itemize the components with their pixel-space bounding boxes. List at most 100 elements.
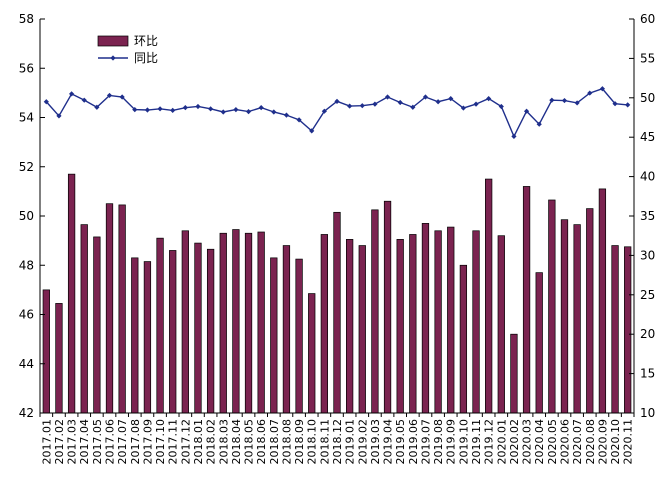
bar: [194, 242, 202, 414]
x-tick-label: 2018.12: [331, 419, 344, 465]
line-point: [397, 99, 403, 106]
x-tick-label: 2017.01: [40, 419, 53, 465]
x-tick-label: 2017.11: [167, 419, 180, 465]
right-tick-label: 40: [640, 170, 655, 184]
bar: [42, 289, 50, 414]
bar: [472, 230, 480, 414]
bar: [548, 199, 556, 414]
right-tick-label: 60: [640, 12, 655, 26]
bar: [560, 219, 569, 414]
line-point: [372, 101, 378, 107]
line-point: [157, 106, 163, 112]
right-tick-label: 35: [640, 209, 655, 223]
line-point: [283, 112, 290, 118]
line-point: [587, 90, 593, 96]
line-point: [574, 100, 580, 106]
right-tick-label: 20: [640, 327, 655, 341]
x-tick-label: 2018.05: [243, 419, 256, 465]
bar: [396, 239, 404, 414]
line-point: [132, 107, 138, 113]
line-point: [208, 106, 214, 112]
x-tick-label: 2019.08: [432, 419, 445, 465]
x-tick-label: 2018.02: [205, 419, 218, 465]
bar: [80, 224, 88, 414]
bar: [295, 258, 303, 414]
bar: [459, 264, 468, 414]
x-tick-label: 2018.07: [268, 419, 281, 465]
bar: [244, 232, 253, 414]
line-point: [144, 107, 151, 113]
x-tick-label: 2017.04: [78, 419, 91, 465]
line-point: [309, 128, 315, 134]
bar: [320, 234, 328, 414]
bar: [105, 203, 114, 414]
left-tick-label: 44: [19, 357, 34, 371]
x-tick-label: 2020.11: [622, 419, 635, 465]
bar: [257, 231, 265, 414]
line-point: [296, 117, 302, 123]
line-point: [523, 108, 530, 114]
x-tick-label: 2020.02: [508, 419, 521, 465]
line-point: [347, 103, 353, 109]
line-series: [43, 86, 631, 140]
line-point: [182, 105, 188, 111]
right-tick-label: 30: [640, 248, 655, 262]
line-point: [536, 121, 542, 127]
line-point: [612, 101, 618, 107]
x-tick-label: 2019.04: [382, 419, 395, 465]
x-tick-label: 2020.08: [584, 419, 597, 465]
x-tick-label: 2018.11: [318, 419, 331, 465]
x-tick-label: 2020.05: [546, 419, 559, 465]
x-tick-label: 2019.11: [470, 419, 483, 465]
left-tick-label: 52: [19, 160, 34, 174]
line-point: [486, 95, 492, 102]
line-point: [625, 102, 631, 108]
x-tick-label: 2018.04: [230, 419, 243, 465]
bar: [434, 230, 442, 414]
x-tick-label: 2017.06: [104, 419, 117, 465]
x-tick-label: 2019.05: [394, 419, 407, 465]
x-tick-label: 2019.09: [445, 419, 458, 465]
bar: [371, 209, 379, 414]
bar: [181, 230, 189, 414]
bar: [282, 245, 291, 414]
x-tick-label: 2018.08: [280, 419, 293, 465]
bar: [169, 250, 177, 414]
line-point: [81, 97, 87, 103]
line-point: [384, 94, 391, 100]
right-tick-label: 25: [640, 288, 655, 302]
x-tick-label: 2017.05: [91, 419, 104, 465]
bar: [93, 236, 101, 414]
left-tick-label: 58: [19, 12, 34, 26]
x-tick-label: 2019.10: [457, 419, 470, 465]
line-point: [410, 104, 416, 110]
legend-label-bar: 环比: [134, 34, 158, 48]
x-tick-label: 2017.10: [154, 419, 167, 465]
line-point: [220, 109, 226, 115]
line-point: [549, 97, 555, 103]
x-tick-label: 2017.07: [116, 419, 129, 465]
x-tick-label: 2020.09: [596, 419, 609, 465]
line-point: [422, 94, 429, 100]
right-tick-label: 45: [640, 130, 655, 144]
bar: [67, 173, 76, 414]
left-tick-label: 54: [19, 111, 34, 125]
bar: [333, 211, 341, 414]
line-point: [258, 105, 264, 111]
line-point: [498, 103, 504, 110]
line-point: [435, 99, 441, 105]
bar: [383, 200, 392, 414]
x-tick-label: 2018.10: [306, 419, 319, 465]
x-tick-label: 2020.10: [609, 419, 622, 465]
bar: [421, 223, 430, 414]
x-tick-label: 2017.09: [141, 419, 154, 465]
line-point: [460, 105, 466, 111]
right-tick-label: 15: [640, 367, 655, 381]
line-point: [245, 108, 252, 115]
line-point: [195, 103, 201, 110]
right-tick-label: 50: [640, 91, 655, 105]
bar: [55, 303, 63, 414]
bar: [510, 333, 518, 414]
